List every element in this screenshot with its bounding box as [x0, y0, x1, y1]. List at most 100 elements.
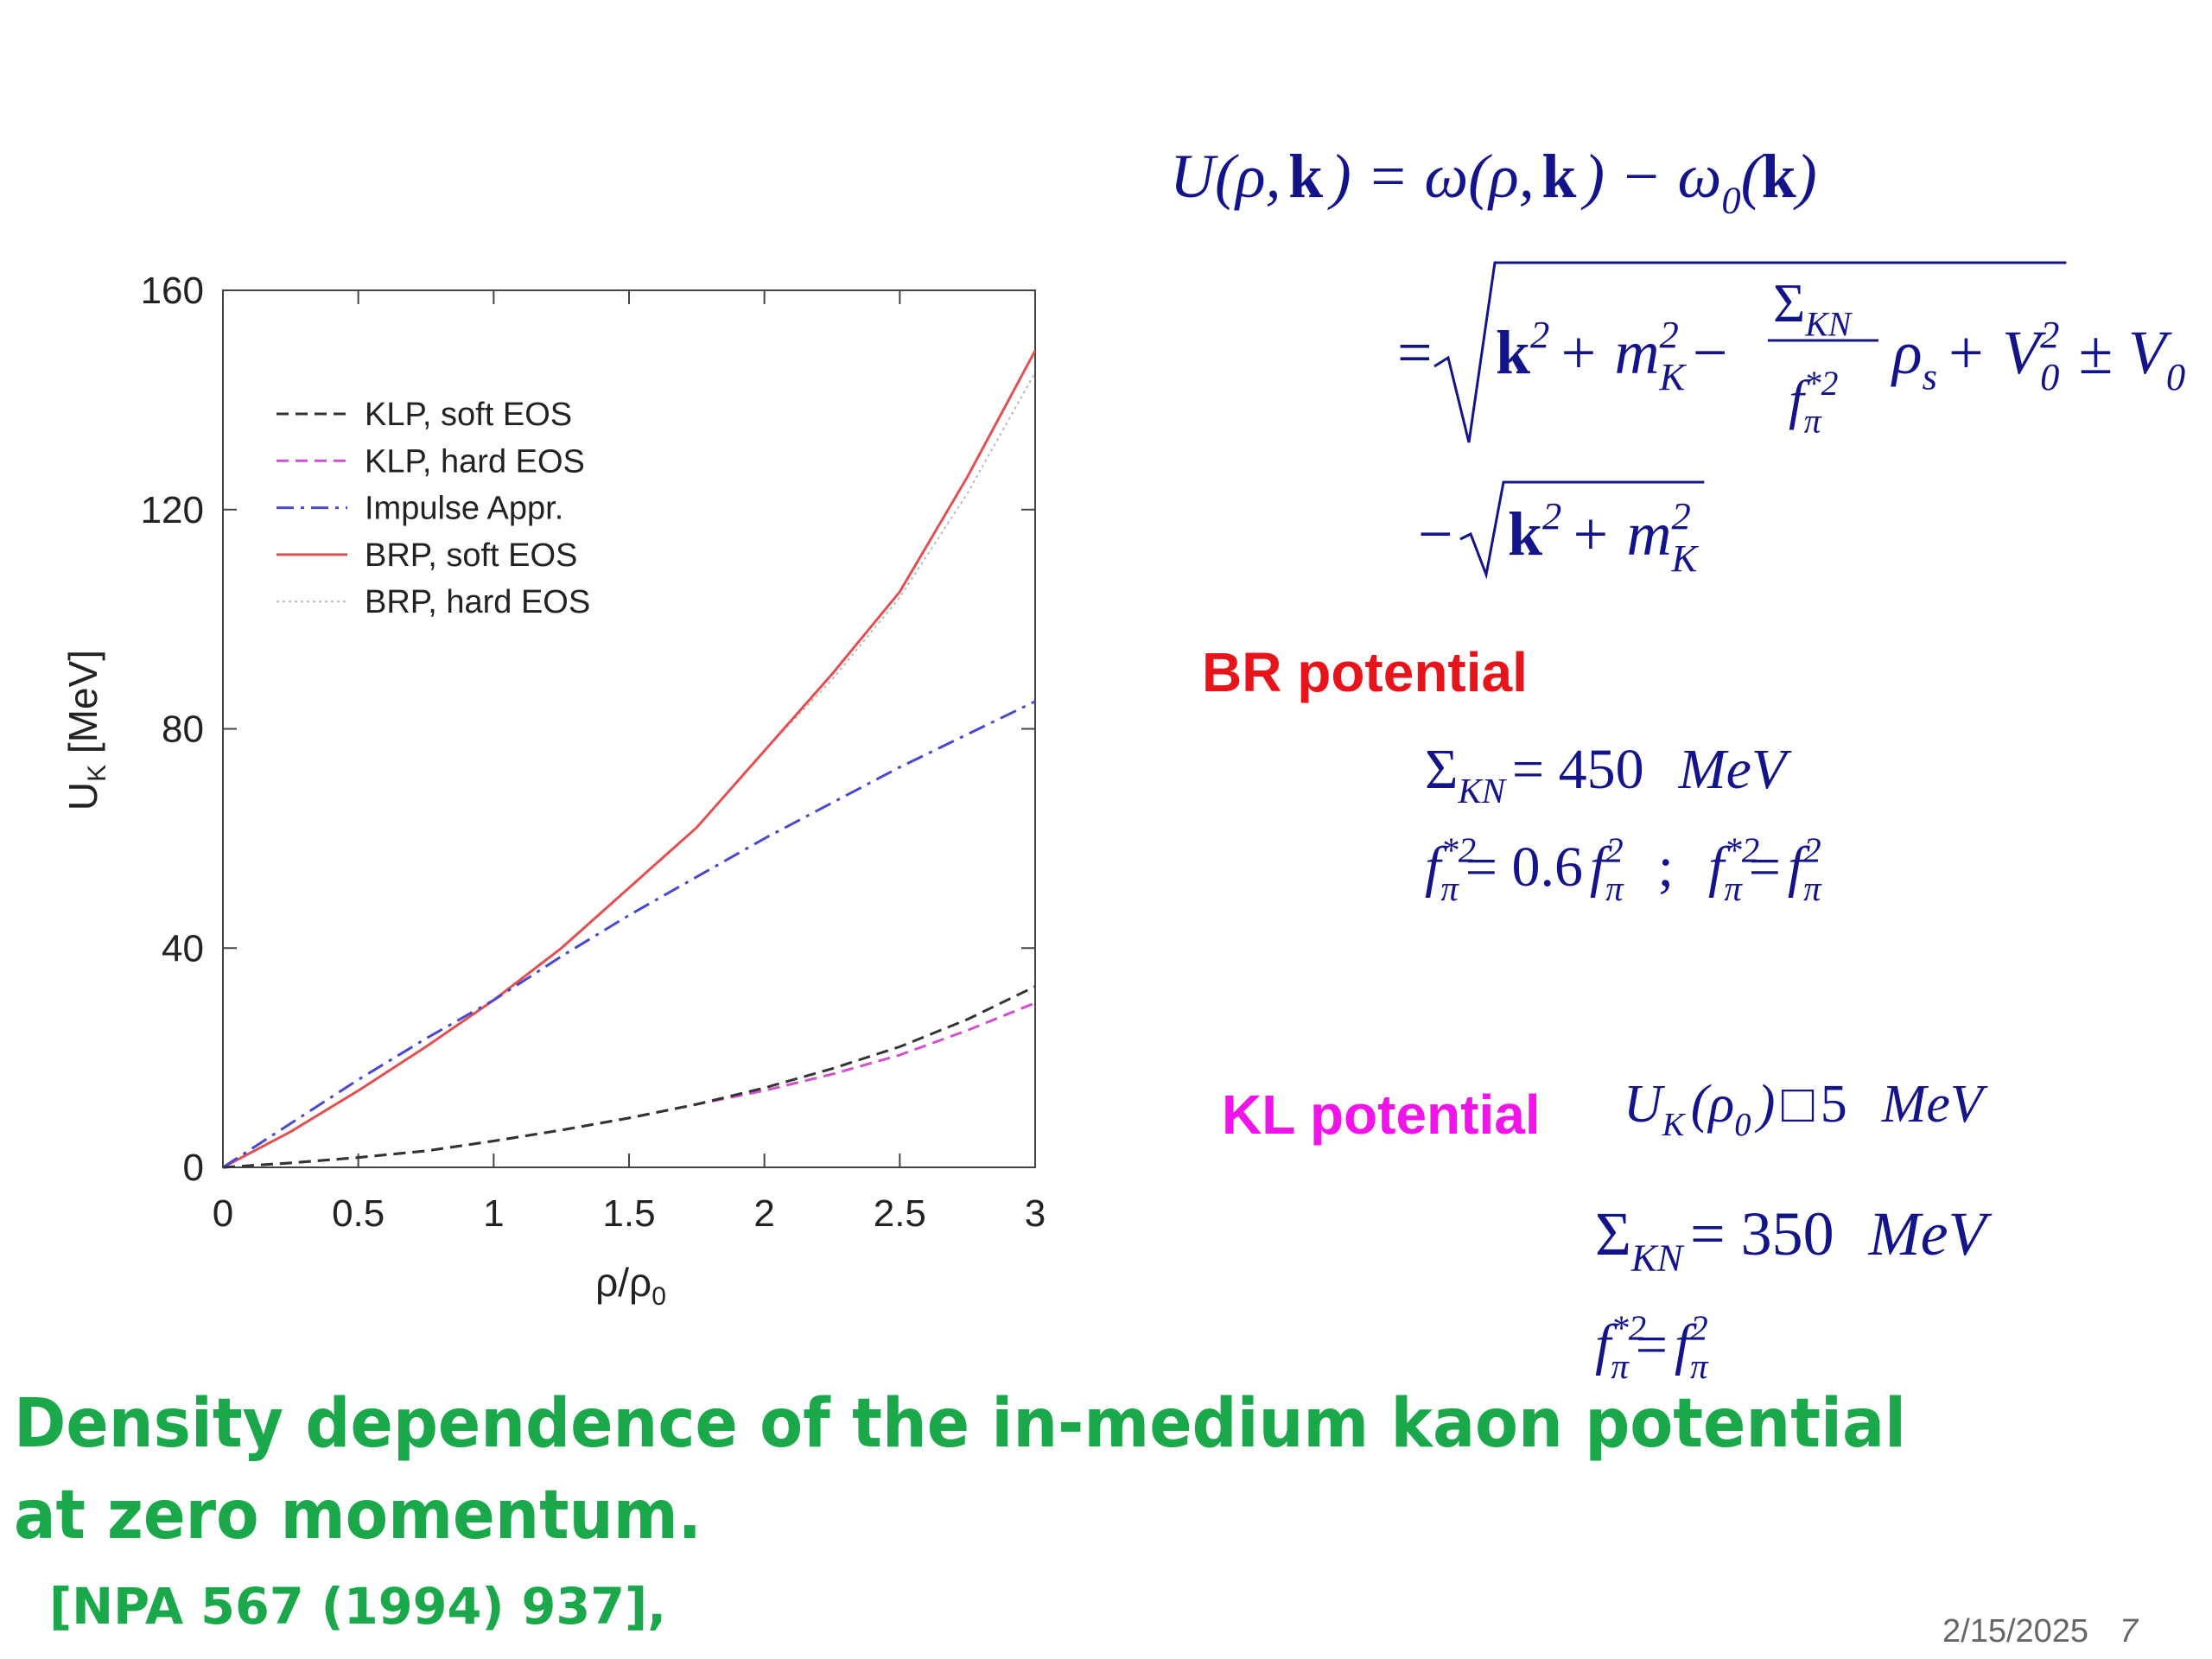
formula-index: π — [1440, 869, 1459, 908]
x-tick-label: 2 — [753, 1192, 774, 1235]
caption: Density dependence of the in-medium kaon… — [14, 1385, 1906, 1463]
formula-part: ) − ω — [1580, 142, 1721, 211]
formula-index: KN — [1804, 306, 1853, 344]
formula-part: = 0.6 — [1465, 836, 1583, 899]
formula-index: π — [1803, 869, 1822, 908]
formula-part: (ρ — [1691, 1075, 1734, 1134]
formula-part: k — [1541, 142, 1576, 211]
formula-index: 2 — [1672, 494, 1691, 537]
formula: ρs + V2 0 ± V0 — [1891, 313, 2185, 398]
formula-index: 2 — [1530, 313, 1549, 356]
formula: ΣKN = 450 MeV — [1425, 738, 1792, 810]
formula: k2 + m2 K − — [1496, 313, 1727, 398]
data-line — [222, 350, 1037, 1169]
formula-part: U(ρ, — [1170, 142, 1281, 211]
formula-part: = — [1749, 836, 1781, 899]
formula-index: s — [1923, 355, 1937, 398]
y-tick-label: 0 — [183, 1147, 204, 1189]
legend-label: KLP, soft EOS — [365, 397, 572, 433]
formula-part: Σ — [1773, 272, 1805, 334]
x-tick-label: 0.5 — [332, 1192, 385, 1235]
formula-part: k — [1496, 318, 1530, 387]
formula-index: π — [1724, 869, 1743, 908]
x-tick-label: 1 — [483, 1192, 504, 1235]
formula-part: ; — [1658, 836, 1674, 899]
formula-part: ( — [1741, 142, 1765, 211]
formula-index: *2 — [1611, 1308, 1646, 1347]
formula: = — [1397, 318, 1433, 387]
formula: f*2 π = 0.6 f2 π; f*2 π = f2 π — [1425, 830, 1822, 908]
kl-label: KL potential — [1222, 1084, 1541, 1146]
y-tick-label: 40 — [162, 927, 204, 969]
y-tick-label: 80 — [162, 709, 204, 751]
x-tick-label: 3 — [1025, 1192, 1046, 1235]
formula: UK (ρ0) □ 5 MeV — [1624, 1075, 1988, 1143]
formula-index: 2 — [2040, 313, 2059, 356]
legend-label: KLP, hard EOS — [365, 443, 585, 480]
formula: ΣKN — [1773, 272, 1853, 344]
legend-label: BRP, hard EOS — [365, 584, 590, 620]
formula-part: ) = ω(ρ, — [1327, 142, 1535, 211]
formula-index: K — [1659, 355, 1688, 398]
formula-part: − — [1693, 318, 1728, 387]
formula-index: KN — [1630, 1236, 1685, 1280]
formula-index: π — [1690, 1347, 1709, 1386]
formula-index: K — [1662, 1107, 1687, 1143]
br-label: BR potential — [1202, 641, 1528, 703]
x-axis-label: ρ/ρ0 — [595, 1260, 666, 1311]
formula-index: *2 — [1804, 365, 1839, 403]
radical — [1433, 261, 2067, 443]
x-axis-label-text: ρ/ρ — [595, 1260, 652, 1305]
formula-index: 0 — [2166, 355, 2185, 398]
formula-index: *2 — [1440, 830, 1476, 869]
y-axis-label-text: U — [60, 782, 105, 810]
formula-part: + m — [1569, 499, 1672, 569]
formula-part: MeV — [1678, 738, 1792, 801]
data-line — [222, 700, 1036, 1169]
formula-index: π — [1605, 869, 1624, 908]
formula-part: MeV — [1868, 1199, 1993, 1268]
formula-index: 0 — [1734, 1107, 1751, 1143]
formula-part: ) — [1755, 1075, 1776, 1134]
formula-part: Σ — [1595, 1199, 1631, 1268]
formula: f*2 π = f2 π — [1595, 1308, 1709, 1386]
formula-part: − — [1418, 499, 1453, 569]
legend-label: BRP, soft EOS — [365, 537, 577, 574]
formula-part: ) — [1793, 142, 1817, 211]
formula-part: □ — [1782, 1075, 1815, 1134]
date: 2/15/2025 — [1942, 1613, 2088, 1649]
formula-part: = 350 — [1690, 1199, 1834, 1268]
legend-label: Impulse Appr. — [365, 491, 563, 527]
x-tick-label: 1.5 — [602, 1192, 655, 1235]
formula-part: ± V — [2078, 318, 2172, 387]
formula-part: = — [1397, 318, 1433, 387]
formula: − — [1418, 499, 1453, 569]
formula: ΣKN = 350 MeV — [1595, 1199, 1993, 1280]
formula-index: 2 — [1605, 830, 1623, 869]
formula-part: MeV — [1881, 1075, 1988, 1134]
formula-part: Σ — [1425, 738, 1458, 801]
formula-index: 2 — [1803, 830, 1821, 869]
formula-part: + m — [1557, 318, 1660, 387]
reference: [NPA 567 (1994) 937], — [49, 1577, 666, 1636]
y-axis-label-sub: K — [83, 765, 111, 782]
formula: f*2 π — [1789, 365, 1838, 441]
formula-index: 2 — [1690, 1308, 1707, 1347]
formula-index: 2 — [1660, 313, 1679, 356]
y-tick-label: 160 — [141, 270, 204, 312]
radical — [1459, 480, 1705, 580]
formula-index: 2 — [1542, 494, 1561, 537]
formula-part: k — [1288, 142, 1323, 211]
formula-part: U — [1624, 1075, 1666, 1134]
formula-part: = — [1636, 1313, 1668, 1376]
y-tick-label: 120 — [141, 489, 204, 531]
y-axis-label: UK [MeV] — [60, 650, 111, 810]
x-tick-label: 2.5 — [874, 1192, 926, 1235]
data-line — [222, 985, 1036, 1169]
y-axis-label-suffix: [MeV] — [60, 650, 105, 765]
x-tick-label: 0 — [213, 1192, 233, 1235]
